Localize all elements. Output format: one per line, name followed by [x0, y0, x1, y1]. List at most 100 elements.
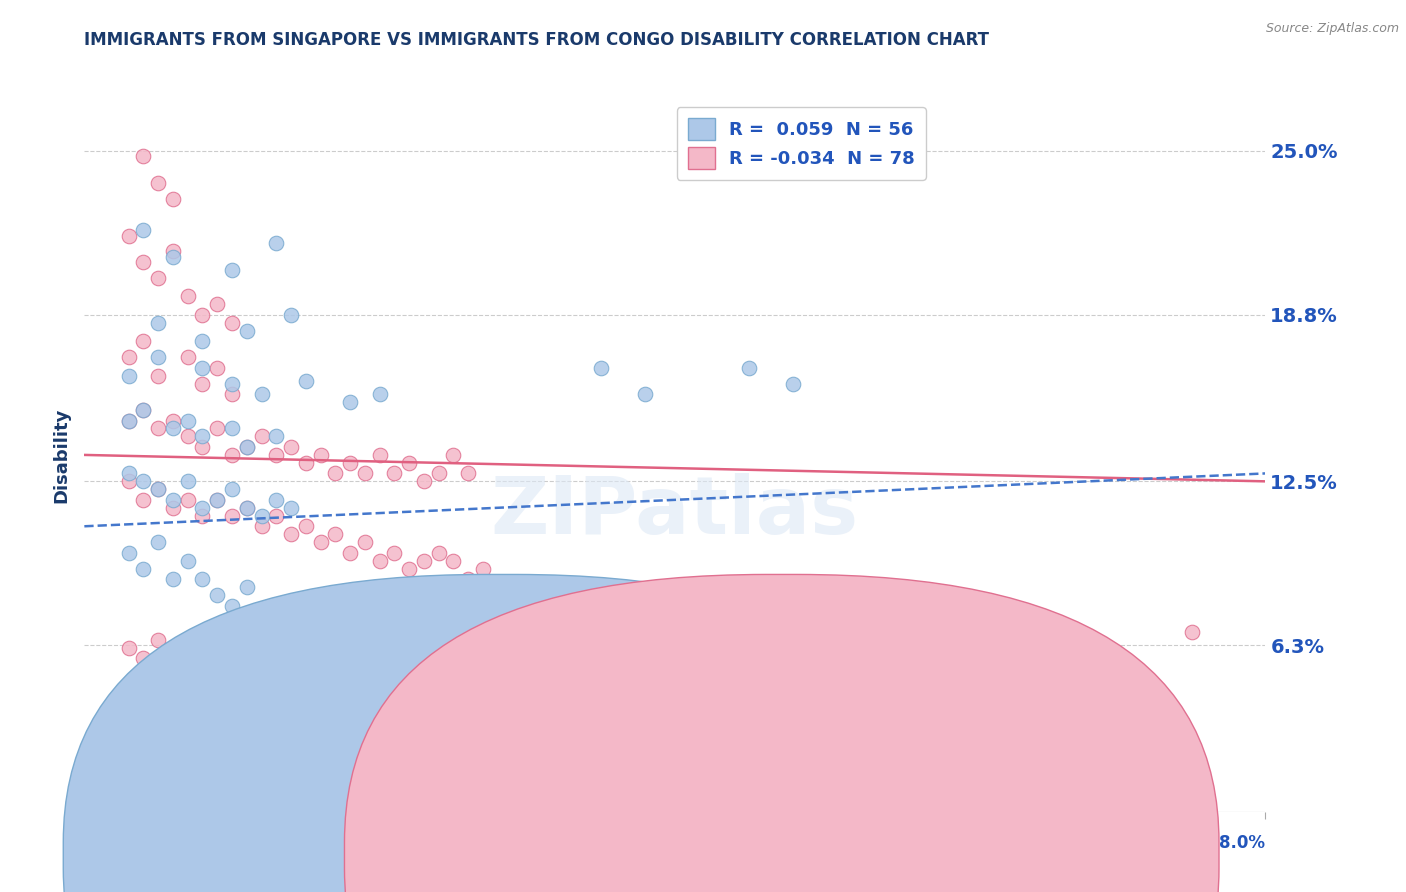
Point [177, 475, 200, 489]
Point [398, 561, 420, 575]
Text: Immigrants from Singapore: Immigrants from Singapore [523, 848, 759, 863]
Point [264, 236, 288, 251]
Legend: R =  0.059  N = 56, R = -0.034  N = 78: R = 0.059 N = 56, R = -0.034 N = 78 [676, 107, 925, 180]
Point [118, 413, 141, 427]
Point [118, 350, 141, 364]
Point [235, 500, 259, 515]
Point [162, 250, 184, 264]
Point [280, 308, 302, 322]
Point [235, 440, 259, 454]
Point [250, 387, 273, 401]
Point [118, 546, 141, 560]
Point [132, 403, 155, 417]
Point [280, 500, 302, 515]
Point [560, 625, 583, 640]
Point [177, 289, 200, 303]
Point [560, 625, 583, 640]
Point [177, 554, 200, 568]
Point [235, 324, 259, 338]
Point [295, 374, 318, 388]
Point [191, 500, 214, 515]
Text: 0.0%: 0.0% [84, 834, 131, 852]
Point [221, 599, 243, 613]
Point [191, 376, 214, 391]
Point [472, 561, 495, 575]
Point [177, 413, 200, 427]
Point [295, 519, 318, 533]
Point [162, 244, 184, 259]
Point [427, 467, 450, 481]
Point [250, 429, 273, 443]
Y-axis label: Disability: Disability [52, 408, 70, 502]
Point [205, 492, 228, 507]
Point [1180, 625, 1202, 640]
Point [457, 572, 479, 586]
Point [177, 429, 200, 443]
Point [516, 588, 538, 602]
Text: ZIPatlas: ZIPatlas [491, 473, 859, 551]
Point [118, 368, 141, 383]
Point [148, 350, 170, 364]
Point [132, 334, 155, 349]
Point [368, 387, 391, 401]
Point [162, 572, 184, 586]
Point [443, 448, 465, 462]
Point [398, 694, 420, 708]
Point [191, 429, 214, 443]
Point [264, 448, 288, 462]
Point [205, 421, 228, 435]
Point [709, 632, 731, 647]
Point [664, 588, 686, 602]
Point [457, 467, 479, 481]
Point [354, 535, 377, 549]
Point [382, 467, 406, 481]
Point [148, 483, 170, 497]
Point [132, 492, 155, 507]
Point [191, 508, 214, 523]
Point [205, 588, 228, 602]
Point [148, 316, 170, 330]
Point [782, 376, 804, 391]
Point [591, 360, 613, 375]
Point [427, 546, 450, 560]
Text: Immigrants from Congo: Immigrants from Congo [804, 848, 1007, 863]
Point [132, 223, 155, 237]
Point [323, 467, 347, 481]
Point [191, 440, 214, 454]
Point [309, 448, 332, 462]
Point [382, 546, 406, 560]
Point [148, 632, 170, 647]
Point [250, 508, 273, 523]
Point [368, 554, 391, 568]
Point [221, 376, 243, 391]
Point [191, 572, 214, 586]
Point [221, 421, 243, 435]
Point [191, 308, 214, 322]
Point [221, 316, 243, 330]
Point [162, 500, 184, 515]
Point [339, 546, 361, 560]
Point [132, 403, 155, 417]
Text: Source: ZipAtlas.com: Source: ZipAtlas.com [1265, 22, 1399, 36]
Point [339, 456, 361, 470]
Point [118, 228, 141, 243]
Point [516, 651, 538, 665]
Point [221, 448, 243, 462]
Point [486, 580, 509, 594]
Point [132, 651, 155, 665]
Point [162, 421, 184, 435]
Point [177, 350, 200, 364]
Point [295, 456, 318, 470]
Point [235, 500, 259, 515]
Point [148, 535, 170, 549]
Point [264, 508, 288, 523]
Point [177, 492, 200, 507]
Point [221, 387, 243, 401]
Point [205, 492, 228, 507]
Point [148, 483, 170, 497]
Point [162, 413, 184, 427]
Point [118, 467, 141, 481]
Point [148, 368, 170, 383]
Text: 8.0%: 8.0% [1219, 834, 1265, 852]
Point [354, 467, 377, 481]
